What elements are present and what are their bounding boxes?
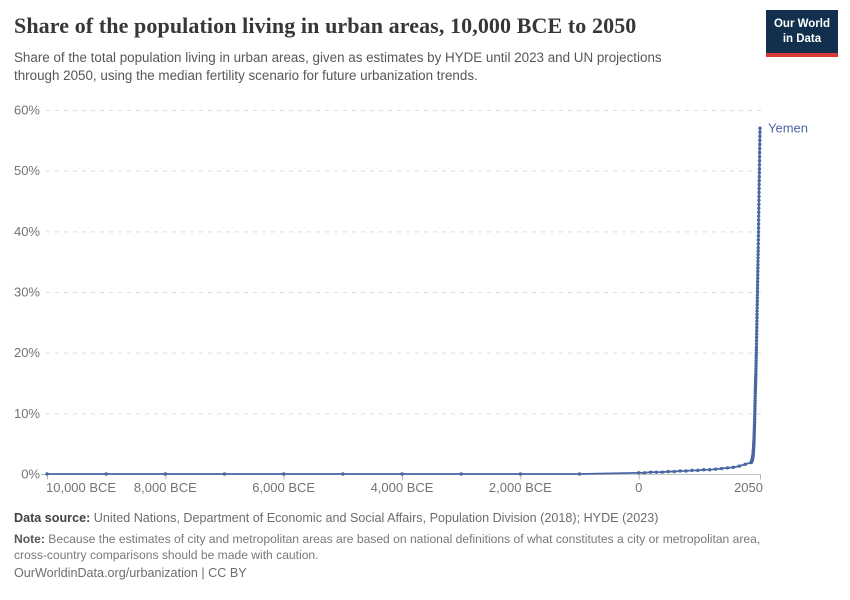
data-source-label: Data source: [14,511,91,525]
x-tick-label: 10,000 BCE [46,480,116,495]
series-dots [45,126,762,476]
y-axis-labels: 0% 10% 20% 30% 40% 50% 60% [14,103,40,482]
entity-label-yemen[interactable]: Yemen [768,121,808,136]
data-source-text: United Nations, Department of Economic a… [93,511,659,525]
citation-link[interactable]: OurWorldinData.org/urbanization | CC BY [14,566,247,580]
x-tick-label: 4,000 BCE [371,480,434,495]
owid-logo-line2: in Data [782,32,822,45]
owid-logo-line1: Our World [773,18,830,30]
x-axis [41,474,761,480]
y-tick-label: 30% [14,285,40,300]
y-tick-label: 0% [21,467,40,482]
x-tick-label: 2050 [734,480,763,495]
x-tick-label: 8,000 BCE [134,480,197,495]
x-axis-labels: 10,000 BCE 8,000 BCE 6,000 BCE 4,000 BCE 2,0… [46,480,763,495]
x-tick-label: 2,000 BCE [489,480,552,495]
y-tick-label: 10% [14,406,40,421]
series-line-yemen[interactable] [46,127,761,475]
note-label: Note: [14,532,45,546]
data-source-line: Data source: United Nations, Department … [14,511,658,525]
y-tick-label: 40% [14,224,40,239]
owid-logo[interactable]: Our World in Data [765,10,838,57]
x-tick-label: 0 [635,480,642,495]
page-title: Share of the population living in urban … [14,13,637,38]
chart-subtitle: Share of the total population living in … [14,50,662,84]
y-gridlines [46,110,762,415]
y-tick-label: 20% [14,345,40,360]
note-text-line1: Because the estimates of city and metrop… [48,532,761,546]
x-tick-label: 6,000 BCE [252,480,315,495]
note-text-line2: cross-country comparisons should be made… [14,548,319,563]
y-tick-label: 50% [14,163,40,178]
y-tick-label: 60% [14,103,40,118]
note-line: Note: Because the estimates of city and … [14,531,760,563]
